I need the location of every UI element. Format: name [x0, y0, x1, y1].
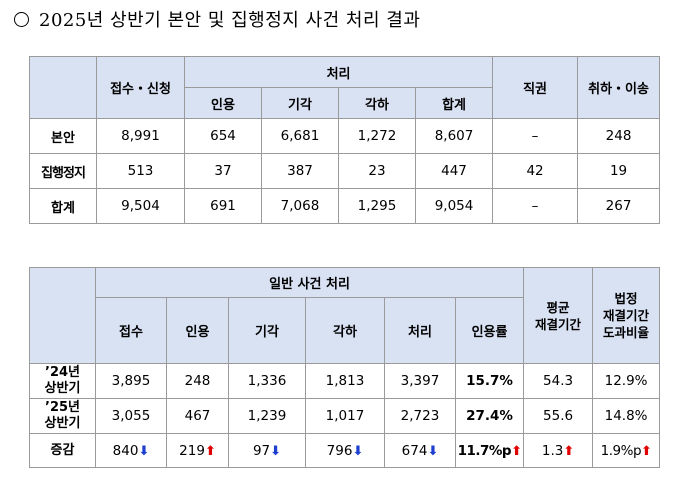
cell-rate: 15.7% [454, 363, 525, 399]
cell-reject: 23 [338, 153, 416, 189]
arrow-down-icon: ⬇ [270, 443, 282, 459]
table-row: 합계 9,504 691 7,068 1,295 9,054 – 267 [29, 188, 661, 224]
header-avg-period: 평균 재결기간 [523, 267, 594, 364]
cell-receipt: 840⬇ [95, 433, 167, 468]
cell-withdrawal: 248 [577, 118, 661, 154]
table-row-change: 증감 840⬇ 219⬆ 97⬇ 796⬇ 674⬇ 11.7%p⬆ 1.3⬆ … [29, 433, 661, 468]
header-total: 합계 [414, 87, 494, 119]
arrow-down-icon: ⬇ [352, 443, 364, 459]
header-legal-ratio: 법정 재결기간 도과비율 [592, 267, 661, 364]
cell-reject: 1,295 [338, 188, 416, 224]
header-receipt: 접수 [95, 297, 167, 364]
header-dismiss: 기각 [228, 297, 306, 364]
cell-rate: 11.7%p⬆ [454, 433, 525, 468]
header-reject: 각하 [305, 297, 385, 364]
arrow-up-icon: ⬆ [511, 443, 522, 459]
corner-cell [29, 56, 97, 119]
row-label: ’25년 상반기 [29, 398, 96, 434]
cell-receipt: 513 [96, 153, 185, 189]
cell-processed: 3,397 [384, 363, 456, 399]
cell-reject: 1,813 [305, 363, 385, 399]
header-cite: 인용 [166, 297, 229, 364]
header-dismiss: 기각 [261, 87, 339, 119]
cell-ratio: 12.9% [592, 363, 661, 399]
page-title: 2025년 상반기 본안 및 집행정지 사건 처리 결과 [14, 6, 420, 32]
cell-dismiss: 7,068 [261, 188, 339, 224]
cell-reject: 796⬇ [305, 433, 385, 468]
row-label: 합계 [29, 188, 97, 224]
table-row: ’24년 상반기 3,895 248 1,336 1,813 3,397 15.7… [29, 363, 661, 399]
cell-processed: 674⬇ [384, 433, 456, 468]
header-processed: 처리 [384, 297, 456, 364]
case-result-table: 접수・신청 처리 직권 취하・이송 인용 기각 각하 합계 본안 8,991 6… [29, 56, 661, 224]
header-cite: 인용 [184, 87, 262, 119]
cell-reject: 1,272 [338, 118, 416, 154]
cell-receipt: 8,991 [96, 118, 185, 154]
cell-dismiss: 1,336 [228, 363, 306, 399]
cell-withdrawal: 19 [577, 153, 661, 189]
cell-total: 8,607 [414, 118, 494, 154]
corner-cell [29, 267, 96, 364]
cell-withdrawal: 267 [577, 188, 661, 224]
header-ex-officio: 직권 [492, 56, 579, 119]
bullet-circle-icon [14, 12, 29, 27]
cell-rate: 27.4% [454, 398, 525, 434]
cell-cite: 691 [184, 188, 262, 224]
header-rate: 인용률 [454, 297, 525, 364]
cell-ratio: 1.9%p⬆ [592, 433, 661, 468]
cell-receipt: 9,504 [96, 188, 185, 224]
header-general: 일반 사건 처리 [94, 267, 525, 298]
cell-cite: 37 [184, 153, 262, 189]
arrow-down-icon: ⬇ [427, 443, 439, 459]
table-row: 집행정지 513 37 387 23 447 42 19 [29, 153, 661, 189]
cell-reject: 1,017 [305, 398, 385, 434]
cell-cite: 654 [184, 118, 262, 154]
row-label: ’24년 상반기 [29, 363, 96, 399]
cell-receipt: 3,055 [95, 398, 167, 434]
cell-avg: 55.6 [523, 398, 594, 434]
cell-receipt: 3,895 [95, 363, 167, 399]
table-row: 본안 8,991 654 6,681 1,272 8,607 – 248 [29, 118, 661, 154]
row-label: 집행정지 [29, 153, 97, 189]
row-label: 증감 [29, 433, 96, 468]
cell-cite: 219⬆ [166, 433, 229, 468]
cell-dismiss: 387 [261, 153, 339, 189]
arrow-down-icon: ⬇ [138, 443, 150, 459]
cell-avg: 1.3⬆ [523, 433, 594, 468]
cell-ex-officio: 42 [492, 153, 579, 189]
header-reject: 각하 [338, 87, 416, 119]
header-receipt: 접수・신청 [96, 56, 185, 119]
arrow-up-icon: ⬆ [204, 443, 216, 459]
header-withdrawal: 취하・이송 [577, 56, 661, 119]
cell-dismiss: 6,681 [261, 118, 339, 154]
arrow-up-icon: ⬆ [563, 443, 575, 459]
row-label: 본안 [29, 118, 97, 154]
header-processing: 처리 [183, 56, 494, 88]
cell-avg: 54.3 [523, 363, 594, 399]
general-case-table: 일반 사건 처리 평균 재결기간 법정 재결기간 도과비율 접수 인용 기각 각하 처… [29, 267, 661, 468]
cell-total: 9,054 [414, 188, 494, 224]
arrow-up-icon: ⬆ [641, 443, 652, 459]
cell-processed: 2,723 [384, 398, 456, 434]
cell-total: 447 [414, 153, 494, 189]
cell-ratio: 14.8% [592, 398, 661, 434]
cell-ex-officio: – [492, 188, 579, 224]
cell-dismiss: 1,239 [228, 398, 306, 434]
cell-ex-officio: – [492, 118, 579, 154]
cell-cite: 248 [166, 363, 229, 399]
table-row: ’25년 상반기 3,055 467 1,239 1,017 2,723 27.4… [29, 398, 661, 434]
cell-dismiss: 97⬇ [228, 433, 306, 468]
cell-cite: 467 [166, 398, 229, 434]
